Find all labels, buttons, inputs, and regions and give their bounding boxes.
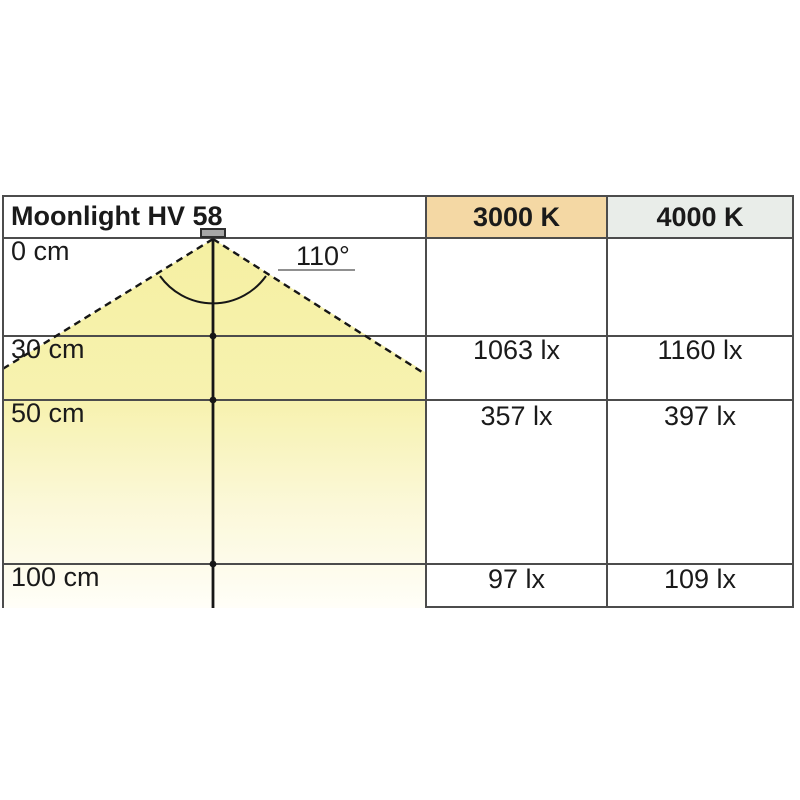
luminaire-icon <box>200 228 226 238</box>
lux-value-4000k-30cm: 1160 lx <box>657 335 743 365</box>
grid-line-col-3000k <box>425 195 427 608</box>
grid-line-100cm <box>2 563 794 565</box>
column-header-4000k: 4000 K <box>608 197 792 237</box>
grid-line-col-4000k <box>606 195 608 608</box>
column-header-4000k-label: 4000 K <box>656 201 744 232</box>
lux-value-3000k-100cm: 97 lx <box>487 564 546 594</box>
lux-value-3000k-50cm: 357 lx <box>480 401 553 431</box>
product-title: Moonlight HV 58 <box>11 201 223 231</box>
lux-value-4000k-100cm: 109 lx <box>663 564 737 594</box>
column-header-3000k: 3000 K <box>427 197 606 237</box>
grid-line-header-bottom <box>2 237 794 239</box>
grid-line-50cm <box>2 399 794 401</box>
row-label-50cm: 50 cm <box>11 398 85 428</box>
row-label-0cm: 0 cm <box>11 236 70 266</box>
lux-value-3000k-30cm: 1063 lx <box>472 335 561 365</box>
lux-value-4000k-50cm: 397 lx <box>663 401 737 431</box>
beam-angle-label: 110° <box>296 241 350 271</box>
column-header-3000k-label: 3000 K <box>472 201 561 232</box>
beam-angle-underline <box>278 269 355 271</box>
grid-line-30cm <box>2 335 794 337</box>
row-label-100cm: 100 cm <box>11 562 100 592</box>
row-label-30cm: 30 cm <box>11 334 85 364</box>
